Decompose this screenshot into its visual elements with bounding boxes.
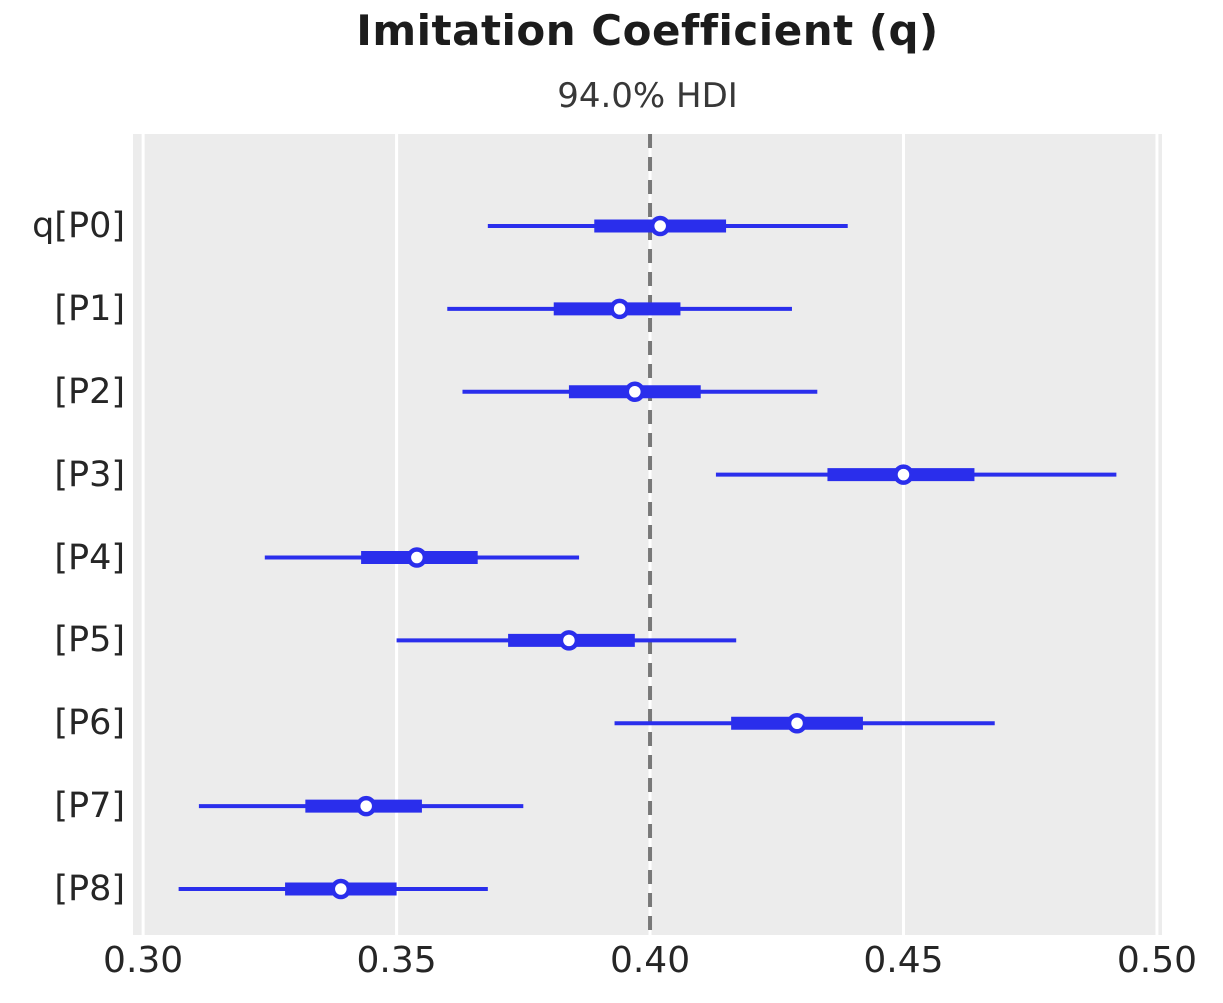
chart-title: Imitation Coefficient (q) (356, 6, 939, 55)
median-marker (330, 878, 352, 900)
y-tick-label: [P5] (54, 620, 125, 661)
chart-subtitle: 94.0% HDI (557, 76, 738, 116)
y-tick-label: q[P0] (32, 206, 125, 246)
x-tick-label: 0.45 (863, 940, 944, 981)
median-marker (786, 713, 808, 734)
x-tick-label: 0.30 (103, 940, 184, 981)
median-marker (893, 464, 914, 485)
median-marker (624, 381, 646, 402)
y-tick-label: [P3] (54, 454, 125, 495)
y-tick-label: [P1] (54, 288, 125, 329)
median-marker (406, 547, 428, 568)
median-marker (649, 215, 671, 237)
plot-area (133, 134, 1162, 935)
median-marker (609, 298, 630, 320)
median-marker (355, 795, 377, 817)
forest-plot-canvas (141, 134, 1159, 935)
x-tick-label: 0.40 (609, 940, 691, 981)
x-tick-label: 0.50 (1116, 940, 1197, 981)
x-tick-label: 0.35 (356, 940, 437, 981)
y-tick-label: [P7] (54, 786, 125, 827)
y-tick-label: [P4] (54, 537, 125, 578)
y-tick-label: [P6] (54, 703, 125, 744)
y-tick-label: [P8] (54, 869, 125, 909)
median-marker (558, 630, 580, 651)
y-tick-label: [P2] (54, 371, 125, 412)
